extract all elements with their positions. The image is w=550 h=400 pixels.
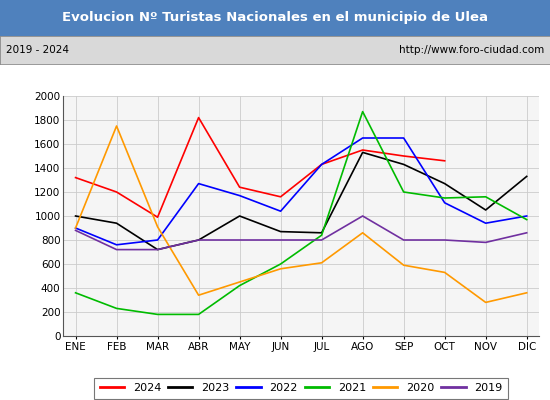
Text: 2019 - 2024: 2019 - 2024	[6, 45, 69, 55]
Text: Evolucion Nº Turistas Nacionales en el municipio de Ulea: Evolucion Nº Turistas Nacionales en el m…	[62, 12, 488, 24]
Legend: 2024, 2023, 2022, 2021, 2020, 2019: 2024, 2023, 2022, 2021, 2020, 2019	[94, 378, 508, 399]
Text: http://www.foro-ciudad.com: http://www.foro-ciudad.com	[399, 45, 544, 55]
